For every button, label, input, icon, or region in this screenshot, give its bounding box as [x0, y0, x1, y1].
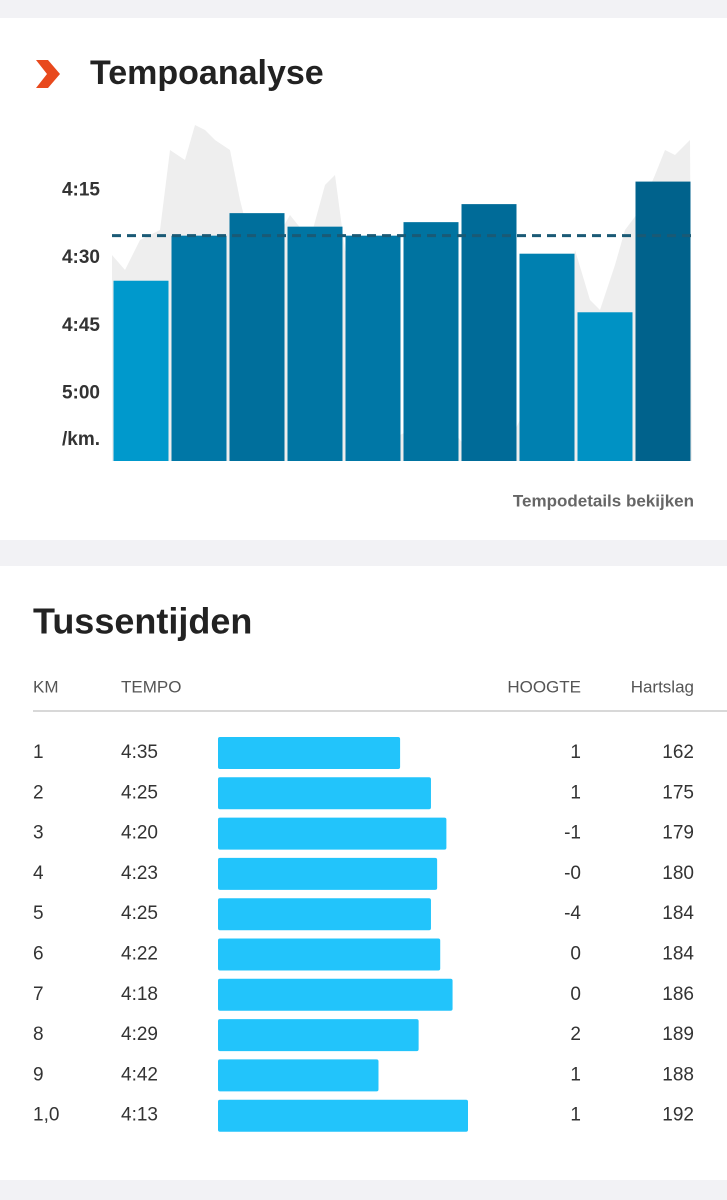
- tempo-cell: 4:25: [121, 903, 158, 924]
- bar: [403, 222, 459, 461]
- bar: [113, 280, 169, 461]
- hartslag-cell: 184: [662, 944, 694, 965]
- hoogte-cell: -4: [564, 903, 581, 924]
- km-cell: 9: [33, 1064, 44, 1085]
- tempo-bar: [218, 777, 431, 810]
- hartslag-cell: 180: [662, 863, 694, 884]
- km-cell: 2: [33, 782, 44, 803]
- hoogte-cell: 1: [570, 1105, 581, 1126]
- tempo-cell: 4:22: [121, 944, 158, 965]
- km-cell: 7: [33, 984, 44, 1005]
- km-cell: 1,0: [33, 1105, 59, 1126]
- km-cell: 3: [33, 823, 44, 844]
- hoogte-cell: 1: [570, 1064, 581, 1085]
- bar: [229, 213, 285, 461]
- bar: [519, 253, 575, 461]
- tempo-bar: [218, 938, 441, 971]
- y-tick-label: 4:15: [62, 180, 100, 201]
- km-cell: 4: [33, 863, 44, 884]
- tempo-cell: 4:42: [121, 1064, 158, 1085]
- tempo-cell: 4:35: [121, 742, 158, 763]
- hartslag-cell: 192: [662, 1105, 694, 1126]
- hartslag-cell: 184: [662, 903, 694, 924]
- column-header: Hartslag: [631, 677, 694, 696]
- hartslag-cell: 179: [662, 823, 694, 844]
- bar: [287, 226, 343, 461]
- bar: [171, 235, 227, 461]
- column-header: HOOGTE: [507, 677, 581, 696]
- tempo-cell: 4:23: [121, 863, 158, 884]
- bar: [635, 181, 691, 461]
- hoogte-cell: -1: [564, 823, 581, 844]
- tempo-bar: [218, 978, 453, 1011]
- tempo-cell: 4:13: [121, 1105, 158, 1126]
- km-cell: 1: [33, 742, 44, 763]
- y-tick-label: 4:45: [62, 315, 100, 336]
- tempo-bar: [218, 898, 431, 931]
- tempo-bar: [218, 1099, 468, 1132]
- details-link[interactable]: Tempodetails bekijken: [513, 491, 694, 510]
- tempo-bar: [218, 857, 438, 890]
- splits-title: Tussentijden: [33, 601, 252, 642]
- tempo-bar: [218, 1059, 379, 1092]
- hartslag-cell: 162: [662, 742, 694, 763]
- hoogte-cell: 0: [570, 984, 581, 1005]
- tempo-bar: [218, 1019, 419, 1052]
- hartslag-cell: 186: [662, 984, 694, 1005]
- y-tick-label: 4:30: [62, 247, 100, 268]
- km-cell: 6: [33, 944, 44, 965]
- hartslag-cell: 189: [662, 1024, 694, 1045]
- tempo-cell: 4:29: [121, 1024, 158, 1045]
- chevron-icon: [36, 60, 60, 88]
- bar: [461, 204, 517, 461]
- y-tick-label: 5:00: [62, 382, 100, 403]
- column-header: KM: [33, 677, 59, 696]
- chart-title: Tempoanalyse: [90, 54, 324, 92]
- bar: [345, 235, 401, 461]
- column-header: TEMPO: [121, 677, 181, 696]
- hoogte-cell: 1: [570, 742, 581, 763]
- hoogte-cell: 2: [570, 1024, 581, 1045]
- hartslag-cell: 188: [662, 1064, 694, 1085]
- tempo-cell: 4:25: [121, 782, 158, 803]
- km-cell: 8: [33, 1024, 44, 1045]
- tempo-bar: [218, 817, 447, 850]
- y-unit-label: /km.: [62, 429, 100, 450]
- km-cell: 5: [33, 903, 44, 924]
- hoogte-cell: 1: [570, 782, 581, 803]
- tempo-cell: 4:18: [121, 984, 158, 1005]
- hoogte-cell: 0: [570, 944, 581, 965]
- pace-chart: 4:15 4:30 4:45 5:00: [62, 180, 692, 461]
- hartslag-cell: 175: [662, 782, 694, 803]
- hoogte-cell: -0: [564, 863, 581, 884]
- bar: [577, 312, 633, 461]
- tempo-cell: 4:20: [121, 823, 158, 844]
- tempo-bar: [218, 737, 401, 769]
